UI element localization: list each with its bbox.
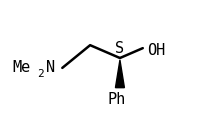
Text: Ph: Ph — [108, 92, 126, 107]
Polygon shape — [115, 60, 124, 88]
Text: Me: Me — [13, 60, 31, 75]
Text: OH: OH — [147, 43, 165, 58]
Text: N: N — [46, 60, 56, 75]
Text: S: S — [115, 41, 124, 56]
Text: 2: 2 — [37, 69, 44, 79]
